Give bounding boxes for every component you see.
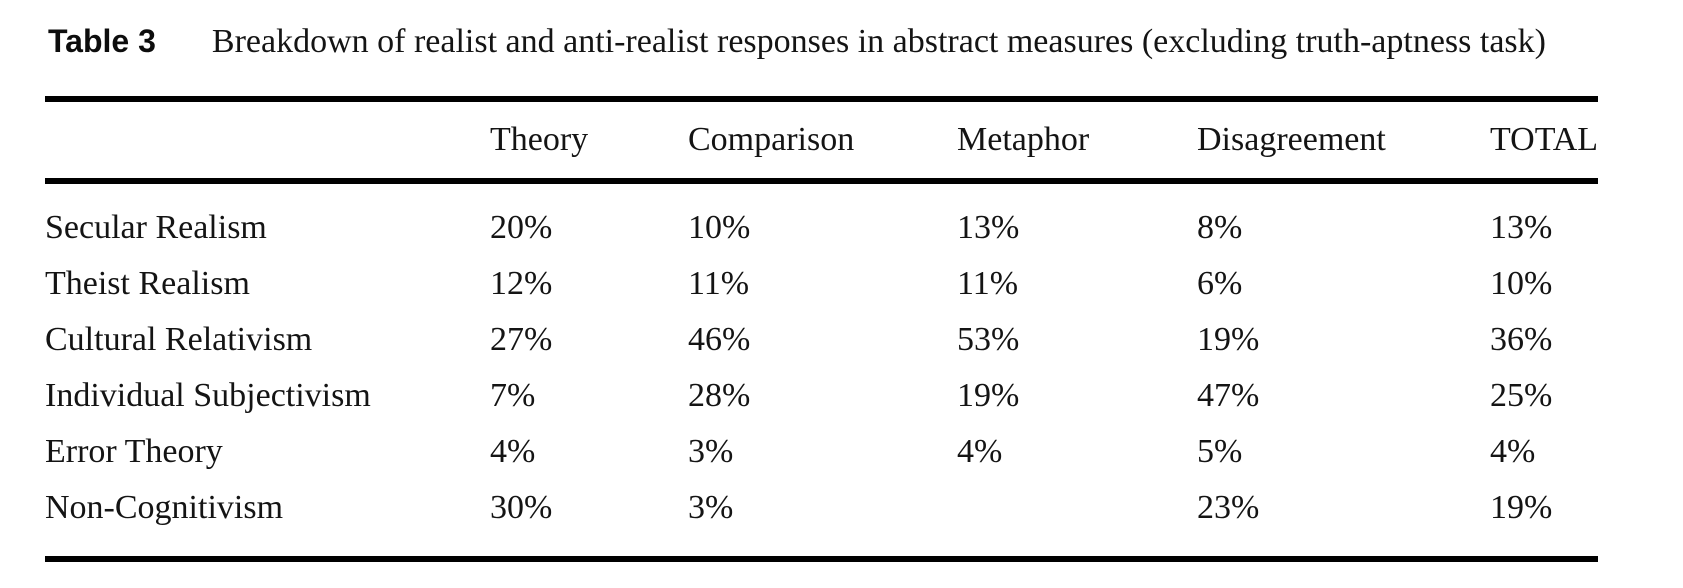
cell-total: 19% xyxy=(1490,489,1553,526)
cell-total: 4% xyxy=(1490,433,1536,470)
column-header-rowlabel xyxy=(45,99,490,181)
cell-disagreement: 47% xyxy=(1197,377,1260,414)
column-header-comparison: Comparison xyxy=(688,121,855,158)
cell-disagreement: 6% xyxy=(1197,265,1243,302)
table-row-non-cognitivism: Non-Cognitivism 30% 3% 23% 19% xyxy=(45,480,1598,536)
cell-theory: 27% xyxy=(490,321,553,358)
column-header-theory: Theory xyxy=(490,121,589,158)
table-row-secular-realism: Secular Realism 20% 10% 13% 8% 13% xyxy=(45,200,1598,256)
row-label: Individual Subjectivism xyxy=(45,377,371,414)
cell-total: 13% xyxy=(1490,209,1553,246)
table-caption: Table 3 Breakdown of realist and anti-rea… xyxy=(48,21,1546,62)
cell-disagreement: 23% xyxy=(1197,489,1260,526)
spacer-row xyxy=(45,536,1598,559)
table-row-cultural-relativism: Cultural Relativism 27% 46% 53% 19% 36% xyxy=(45,312,1598,368)
cell-disagreement: 5% xyxy=(1197,433,1243,470)
cell-theory: 4% xyxy=(490,433,536,470)
table-row-error-theory: Error Theory 4% 3% 4% 5% 4% xyxy=(45,424,1598,480)
cell-comparison: 10% xyxy=(688,209,751,246)
cell-theory: 12% xyxy=(490,265,553,302)
cell-metaphor: 11% xyxy=(957,265,1019,302)
cell-comparison: 3% xyxy=(688,433,734,470)
cell-theory: 20% xyxy=(490,209,553,246)
cell-theory: 30% xyxy=(490,489,553,526)
row-label: Cultural Relativism xyxy=(45,321,313,358)
cell-metaphor: 19% xyxy=(957,377,1020,414)
cell-total: 36% xyxy=(1490,321,1553,358)
cell-disagreement: 8% xyxy=(1197,209,1243,246)
cell-comparison: 28% xyxy=(688,377,751,414)
cell-comparison: 11% xyxy=(688,265,750,302)
table-caption-text: Breakdown of realist and anti-realist re… xyxy=(211,23,1546,60)
row-label: Secular Realism xyxy=(45,209,267,246)
table-caption-label: Table 3 xyxy=(48,23,156,59)
column-header-disagreement: Disagreement xyxy=(1197,121,1386,158)
cell-theory: 7% xyxy=(490,377,536,414)
row-label: Non-Cognitivism xyxy=(45,489,284,526)
cell-metaphor: 53% xyxy=(957,321,1020,358)
cell-total: 25% xyxy=(1490,377,1553,414)
cell-comparison: 46% xyxy=(688,321,751,358)
column-header-total: TOTAL xyxy=(1490,121,1599,158)
header-row: Theory Comparison Metaphor Disagreement … xyxy=(45,99,1598,181)
table-row-individual-subjectivism: Individual Subjectivism 7% 28% 19% 47% 2… xyxy=(45,368,1598,424)
spacer-row xyxy=(45,181,1598,200)
row-label: Error Theory xyxy=(45,433,223,470)
cell-metaphor xyxy=(957,480,1197,536)
cell-metaphor: 4% xyxy=(957,433,1003,470)
cell-total: 10% xyxy=(1490,265,1553,302)
cell-comparison: 3% xyxy=(688,489,734,526)
column-header-metaphor: Metaphor xyxy=(957,121,1090,158)
table-row-theist-realism: Theist Realism 12% 11% 11% 6% 10% xyxy=(45,256,1598,312)
results-table: Theory Comparison Metaphor Disagreement … xyxy=(45,96,1598,562)
cell-metaphor: 13% xyxy=(957,209,1020,246)
cell-disagreement: 19% xyxy=(1197,321,1260,358)
row-label: Theist Realism xyxy=(45,265,250,302)
